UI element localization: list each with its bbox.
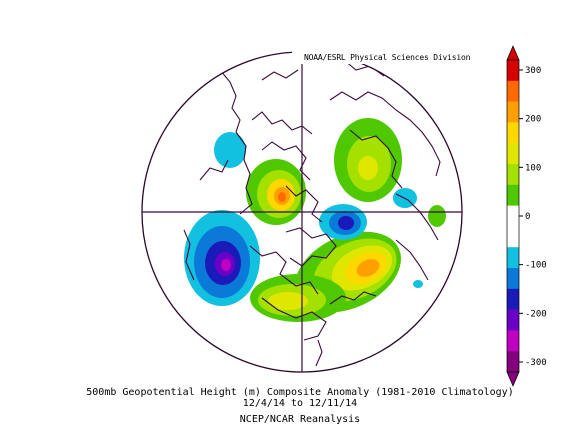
colorbar-level [507,330,519,352]
anomaly-positive-europe [246,159,306,225]
colorbar-level [507,247,519,269]
credit-label: NOAA/ESRL Physical Sciences Division [304,53,471,62]
anomaly-negative-small-south [413,280,423,288]
colorbar-tick-label: 0 [525,212,530,222]
colorbar-level [507,184,519,206]
colorbar-tick-label: -200 [525,309,547,319]
colorbar-tick-label: 300 [525,66,541,76]
anomaly-negative-greenland [319,204,367,240]
colorbar-tick-label: -100 [525,261,547,271]
colorbar-arrow-top [506,45,520,61]
anomaly-negative-north-pacific [184,210,260,306]
colorbar-level [507,80,519,102]
colorbar-level [507,351,519,373]
caption-date-range: 12/4/14 to 12/11/14 [242,398,358,409]
colorbar-tick-label: 100 [525,163,541,173]
anomaly-positive-small-east [428,205,446,227]
credit-box [292,50,462,64]
colorbar-level [507,101,519,123]
anomaly-positive-central-canada [250,274,346,322]
anomaly-negative-east-asia [214,132,246,168]
colorbar: 300 200 100 0 -100 -200 -300 [506,45,547,387]
colorbar-level [507,60,519,82]
colorbar-level [507,205,519,227]
colorbar-level [507,309,519,331]
colorbar-level [507,143,519,165]
colorbar-level [507,122,519,144]
caption-dataset: NCEP/NCAR Reanalysis [239,414,361,425]
colorbar-arrow-bottom [506,371,520,387]
colorbar-level [507,164,519,186]
anomaly-positive-siberia [334,118,402,202]
coastlines [183,59,441,367]
caption-title: 500mb Geopotential Height (m) Composite … [86,387,514,398]
colorbar-level [507,226,519,248]
colorbar-level [507,288,519,310]
colorbar-tick-label: 200 [525,115,541,125]
colorbar-tick-label: -300 [525,358,547,368]
colorbar-level [507,268,519,290]
